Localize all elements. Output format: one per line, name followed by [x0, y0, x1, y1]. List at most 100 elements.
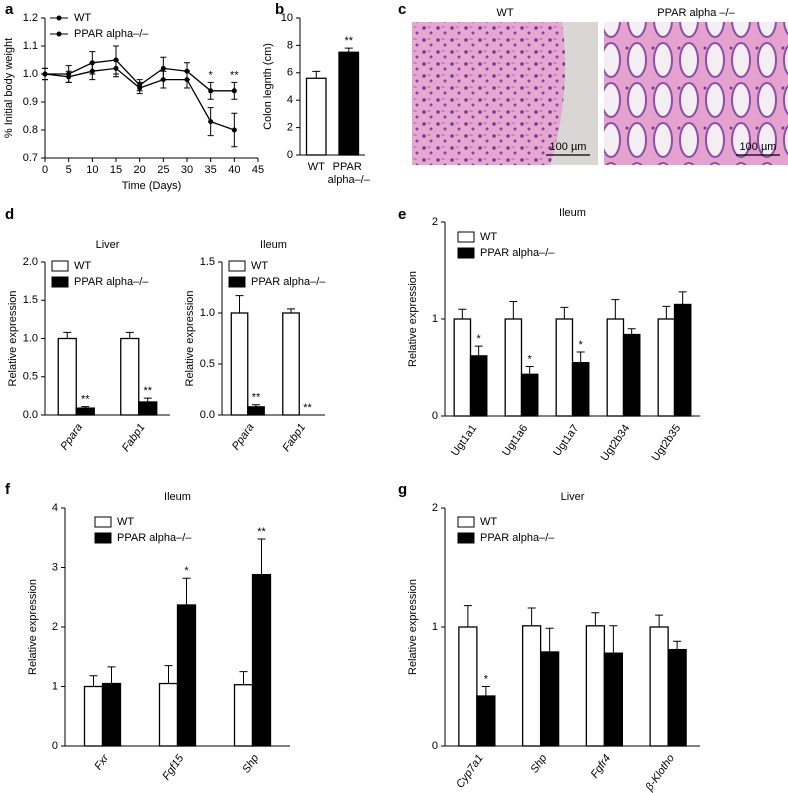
y-tick-label: 6 [287, 67, 293, 79]
legend-label: PPAR alpha–/– [251, 276, 326, 288]
legend-marker [56, 15, 62, 21]
x-tick-label: Ugt1a7 [551, 423, 581, 459]
legend-swatch [51, 260, 69, 272]
error-bar [235, 295, 244, 313]
legend-swatch [457, 247, 475, 259]
error-bar [182, 577, 191, 605]
bar [75, 407, 95, 416]
bar [247, 406, 265, 416]
legend-marker [56, 31, 62, 37]
error-bar [678, 291, 687, 305]
y-tick-label: 2 [432, 216, 438, 228]
error-bar [576, 351, 585, 363]
y-tick-label: 1.0 [23, 68, 38, 80]
y-tick-label: 1 [432, 621, 438, 633]
data-point [89, 68, 95, 74]
legend-label: WT [480, 231, 497, 243]
legend-swatch [228, 260, 246, 272]
y-tick-label: 1 [52, 680, 58, 692]
micrograph-background [550, 22, 598, 165]
x-tick-label: Fgfr4 [589, 753, 614, 781]
y-axis-label: Relative expression [407, 579, 419, 675]
bar [176, 604, 197, 747]
bar [453, 318, 472, 417]
bar [555, 318, 574, 417]
data-point [42, 71, 48, 77]
y-tick-label: 1.1 [23, 40, 38, 52]
error-bar [611, 299, 620, 319]
significance: * [209, 69, 214, 81]
significance: * [528, 353, 533, 365]
image-label: WT [496, 7, 513, 19]
x-tick-label: Ppara [58, 422, 85, 453]
legend-label: PPAR alpha–/– [480, 247, 555, 259]
error-bar [458, 308, 467, 319]
legend-label: PPAR alpha–/– [74, 28, 149, 40]
data-point [208, 119, 214, 125]
legend-swatch [457, 532, 475, 544]
panel-label: c [398, 1, 406, 18]
x-tick-label: Ppara [230, 422, 257, 453]
bar [603, 652, 624, 747]
bar [101, 682, 122, 747]
x-tick-label: 40 [228, 164, 240, 176]
bar [83, 685, 104, 747]
error-bar [525, 366, 534, 375]
y-tick-label: 2 [432, 502, 438, 514]
chart-title: Liver [561, 491, 585, 503]
bar [469, 355, 488, 417]
bar [251, 573, 272, 747]
bar [520, 373, 539, 417]
error-bar [545, 627, 554, 652]
y-tick-label: 8 [287, 39, 293, 51]
image-label: PPAR alpha –/– [657, 7, 735, 19]
panel-label: e [398, 206, 406, 223]
y-tick-label: 10 [281, 12, 293, 24]
error-bar [107, 666, 116, 684]
error-bar [655, 614, 664, 627]
bar [57, 337, 77, 416]
x-tick-label: Cyp7a1 [454, 753, 486, 791]
series-line [44, 67, 235, 131]
y-tick-label: 1 [432, 313, 438, 325]
x-tick-label: 20 [134, 164, 146, 176]
bar [521, 625, 542, 747]
legend-swatch [94, 532, 112, 544]
scale-bar-label: 100 µm [740, 141, 777, 153]
chart-title: Ileum [260, 239, 287, 251]
significance: * [579, 339, 584, 351]
error-bar [474, 345, 483, 356]
y-axis-label: % Initial body weight [3, 38, 15, 138]
panel-label: a [5, 1, 14, 18]
y-tick-label: 0.0 [23, 409, 38, 421]
chart-title: Ileum [164, 491, 191, 503]
legend-label: WT [480, 516, 497, 528]
y-tick-label: 2 [287, 122, 293, 134]
y-axis-label: Relative expression [407, 271, 419, 367]
x-tick-label: WT [308, 161, 325, 173]
error-bar [287, 308, 296, 313]
y-tick-label: 2 [52, 621, 58, 633]
bar [305, 77, 327, 156]
panel-label: b [275, 1, 284, 18]
error-bar [481, 686, 490, 697]
error-bar [591, 612, 600, 626]
data-point [113, 65, 119, 71]
y-tick-label: 1.5 [200, 256, 215, 268]
x-tick-label: Ugt2b35 [650, 423, 684, 464]
bar [458, 626, 478, 747]
bar [158, 682, 179, 747]
x-tick-label: Shp [240, 753, 261, 776]
significance: ** [303, 402, 312, 414]
y-tick-label: 0.7 [23, 152, 38, 164]
bar [539, 651, 560, 747]
y-tick-label: 1.0 [23, 332, 38, 344]
error-bar [662, 305, 671, 319]
error-bar [344, 47, 353, 53]
x-tick-label: Shp [528, 753, 549, 776]
y-tick-label: 0.0 [200, 409, 215, 421]
x-tick-label: Fgf15 [160, 752, 186, 783]
x-tick-label: Fxr [92, 751, 112, 772]
y-tick-label: 4 [52, 502, 58, 514]
